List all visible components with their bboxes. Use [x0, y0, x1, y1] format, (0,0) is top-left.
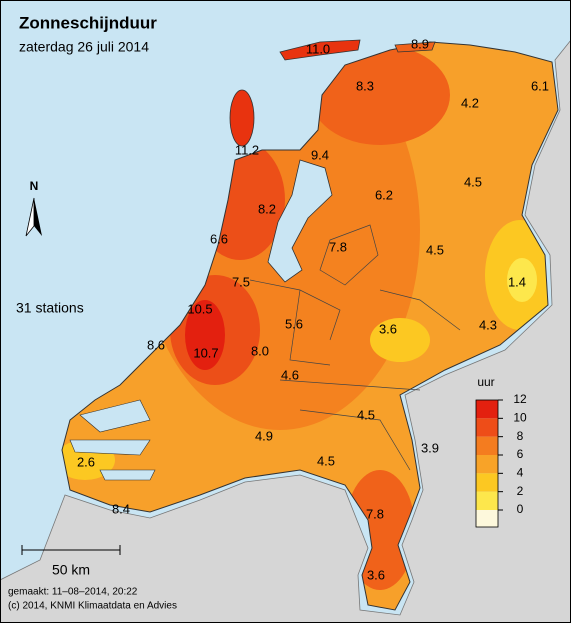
footer-copyright: (c) 2014, KNMI Klimaatdata en Advies	[8, 601, 177, 612]
delta-water	[69, 399, 156, 481]
north-arrow	[34, 198, 42, 236]
station-value: 4.5	[357, 407, 375, 422]
station-value: 9.4	[311, 147, 329, 162]
legend-band	[476, 436, 498, 455]
north-arrow	[25, 197, 35, 237]
legend: uur 12 10 8 6 4 2 0	[475, 375, 527, 528]
station-value: 4.6	[281, 367, 299, 382]
legend-tick-label: 8	[517, 429, 524, 443]
station-value: 7.8	[366, 506, 384, 521]
country-border	[61, 41, 559, 611]
scale-label: 50 km	[52, 562, 90, 578]
station-value: 2.6	[77, 454, 95, 469]
title: Zonneschijnduur	[19, 13, 157, 32]
province-border	[249, 224, 461, 471]
station-count: 31 stations	[16, 300, 84, 316]
station-value: 8.0	[251, 343, 269, 358]
legend-tick-label: 0	[517, 502, 524, 516]
station-value: 4.3	[479, 317, 497, 332]
station-value: 8.2	[258, 201, 276, 216]
legend-band	[476, 418, 498, 437]
station-value: 1.4	[508, 274, 526, 289]
station-value: 4.9	[255, 428, 273, 443]
legend-band	[476, 491, 498, 510]
legend-tick-label: 4	[517, 466, 524, 480]
north-label: N	[30, 179, 39, 193]
station-value: 4.5	[317, 453, 335, 468]
station-value: 4.2	[461, 95, 479, 110]
station-value: 3.6	[367, 567, 385, 582]
island	[279, 39, 361, 61]
station-value: 6.1	[531, 78, 549, 93]
station-value: 10.5	[187, 301, 212, 316]
legend-band	[476, 400, 498, 419]
station-value: 3.9	[421, 440, 439, 455]
legend-band	[476, 455, 498, 474]
legend-tick-label: 10	[513, 411, 527, 425]
station-value: 11.2	[235, 142, 259, 157]
station-value: 7.5	[232, 274, 250, 289]
island	[394, 41, 436, 53]
legend-unit: uur	[477, 375, 494, 389]
legend-tick-label: 6	[517, 447, 524, 461]
station-value: 8.9	[411, 36, 429, 51]
station-value: 10.7	[193, 345, 218, 360]
station-value: 6.6	[210, 231, 228, 246]
station-value: 5.6	[285, 316, 303, 331]
station-value: 3.6	[379, 321, 397, 336]
station-value: 8.4	[112, 501, 130, 516]
station-value: 4.5	[426, 242, 444, 257]
station-value: 4.5	[464, 174, 482, 189]
station-value: 8.3	[356, 78, 374, 93]
legend-band	[476, 473, 498, 492]
ijsselmeer	[267, 159, 333, 283]
station-value: 7.8	[329, 239, 347, 254]
station-value: 6.2	[375, 187, 393, 202]
legend-band	[476, 510, 498, 527]
legend-frame	[475, 399, 499, 528]
footer-made: gemaakt: 11–08–2014, 20:22	[8, 587, 138, 598]
legend-tick-label: 12	[513, 392, 527, 406]
station-value: 11.0	[306, 41, 330, 56]
subtitle: zaterdag 26 juli 2014	[19, 39, 149, 55]
legend-tick-label: 2	[517, 484, 524, 498]
island	[229, 89, 255, 147]
station-value: 8.6	[147, 337, 165, 352]
stations: 11.0 8.9 8.3 6.1 4.2 11.2 9.4 4.5 6.2 8.2 6.6 7.8 4.…	[77, 36, 549, 582]
